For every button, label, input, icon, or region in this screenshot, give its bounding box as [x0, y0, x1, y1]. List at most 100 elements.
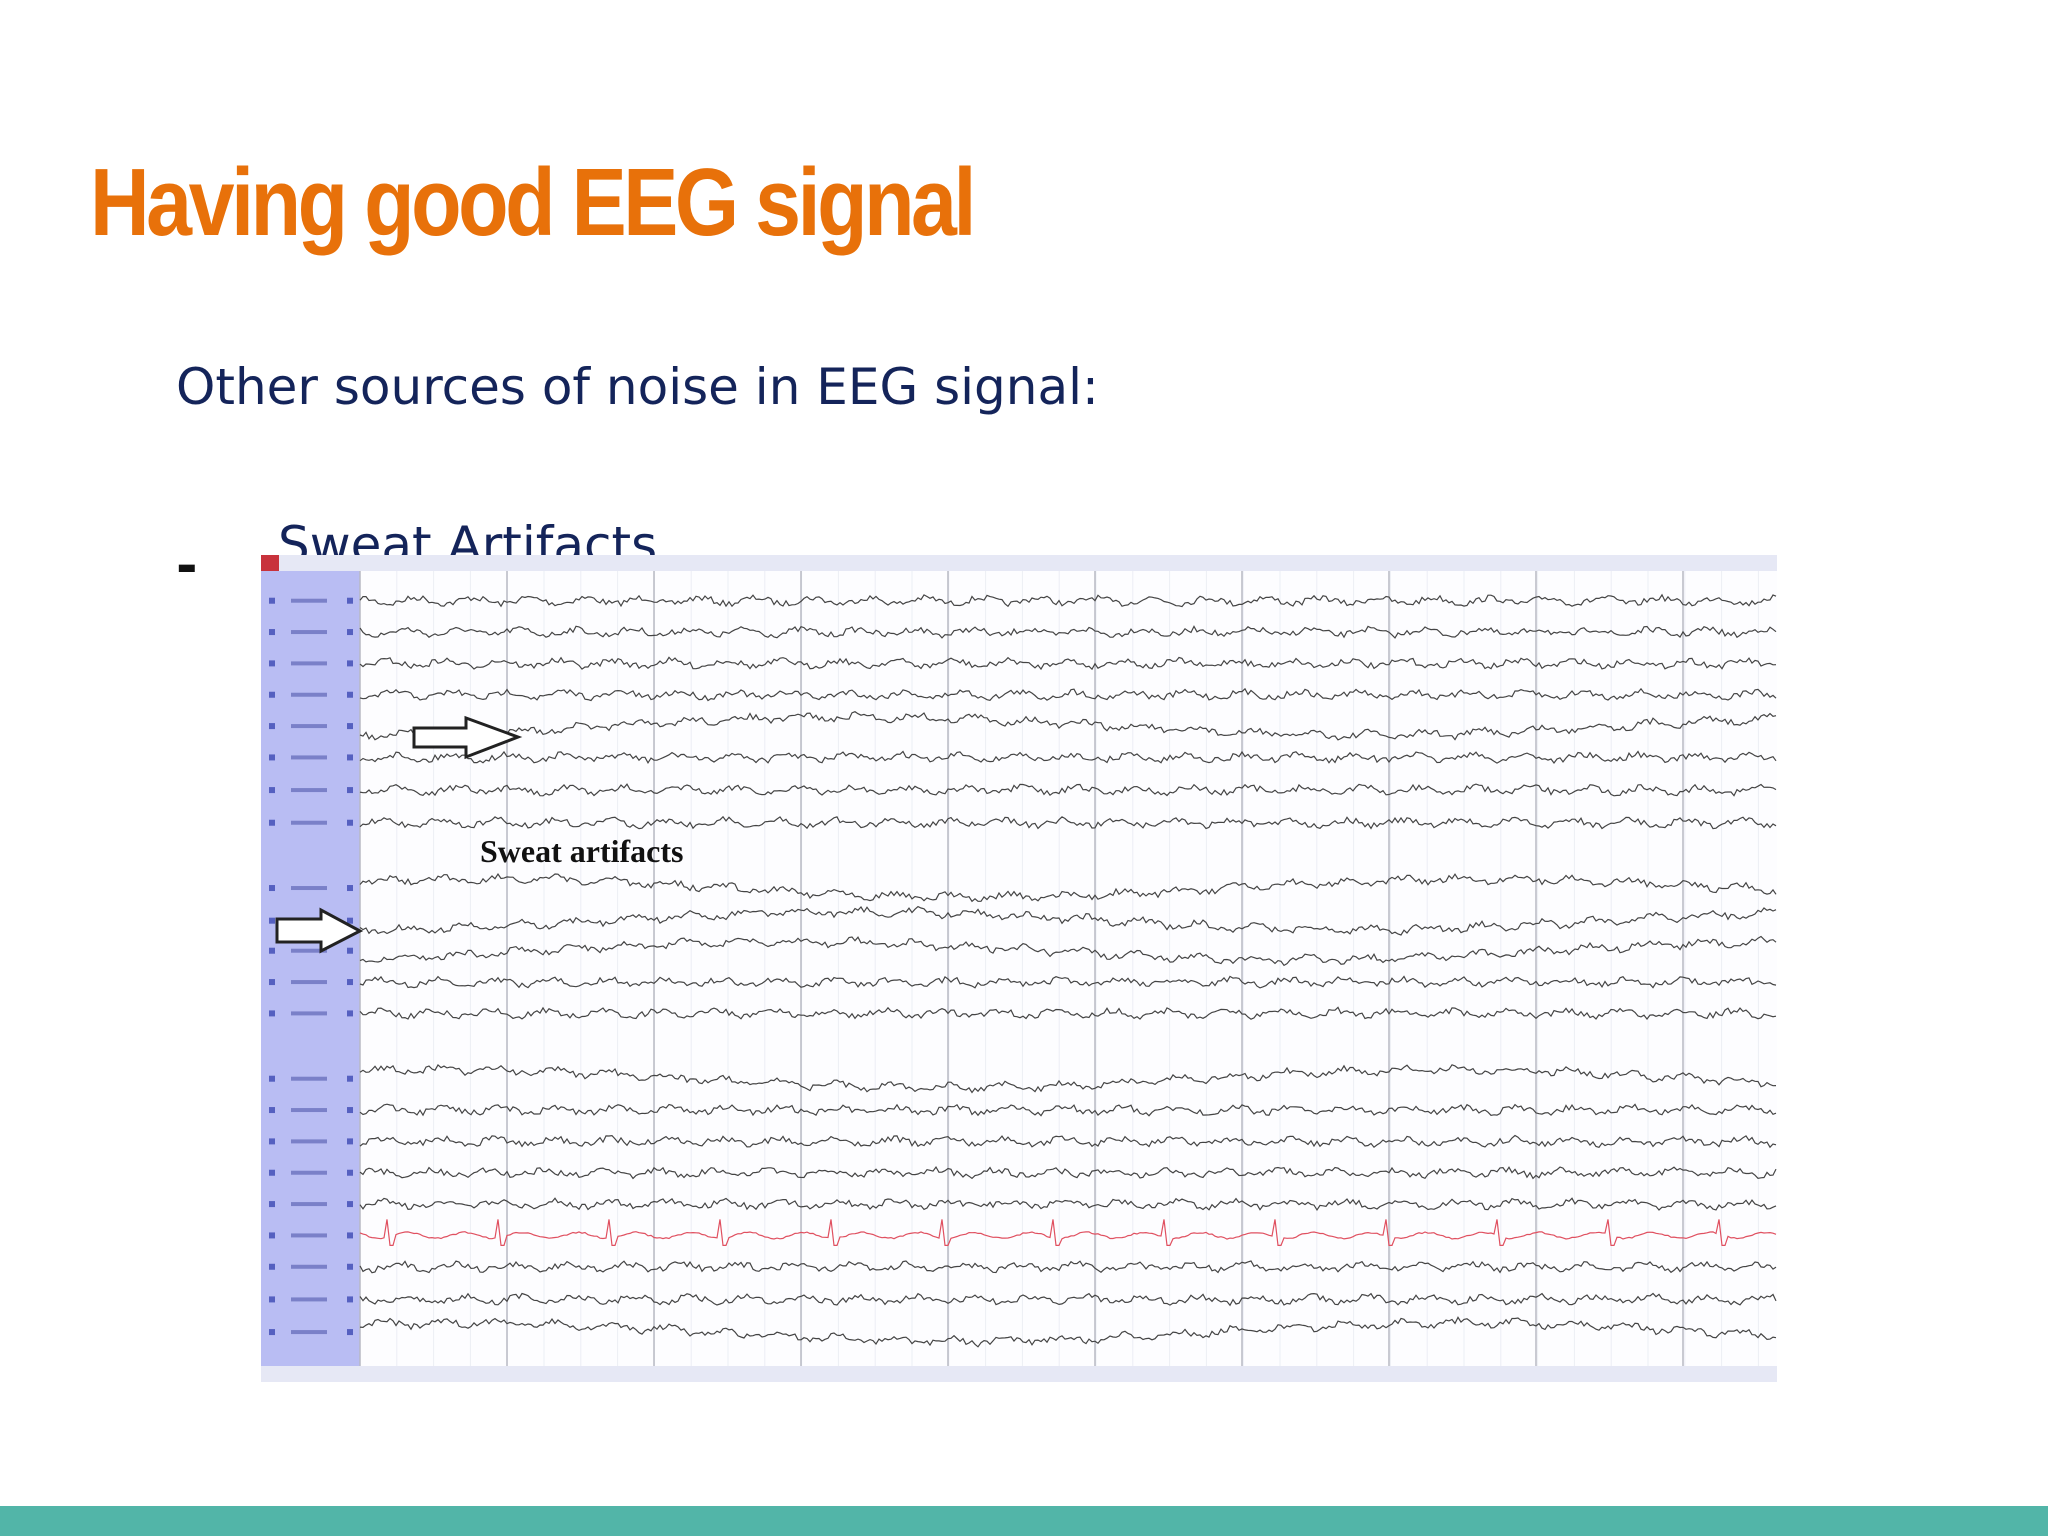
channel-label: [291, 1170, 327, 1175]
channel-marker: [347, 1201, 353, 1208]
channel-marker: [269, 917, 275, 924]
grid: [359, 571, 1759, 1366]
channel-marker: [347, 1169, 353, 1176]
channel-marker: [269, 1010, 275, 1017]
channel-marker: [347, 1075, 353, 1082]
channel-marker: [269, 1329, 275, 1336]
status-bar: [261, 1366, 1777, 1382]
channel-label: [291, 755, 327, 760]
ecg-trace: [359, 1219, 1777, 1246]
channel-marker: [347, 754, 353, 761]
channel-marker: [269, 1232, 275, 1239]
channel-marker: [269, 819, 275, 826]
channel-marker: [269, 723, 275, 730]
channel-marker: [269, 660, 275, 667]
channel-label: [291, 661, 327, 666]
eeg-trace: [359, 1292, 1777, 1307]
channel-label: [291, 598, 327, 603]
eeg-trace: [359, 935, 1777, 967]
channel-marker: [269, 947, 275, 954]
channel-label: [291, 1233, 327, 1238]
channel-marker: [347, 1107, 353, 1114]
channel-label: [291, 980, 327, 985]
eeg-trace: [359, 1260, 1777, 1274]
channel-marker: [347, 917, 353, 924]
footer-band: [0, 1506, 2048, 1536]
channel-marker: [347, 1296, 353, 1303]
eeg-trace: [359, 905, 1777, 936]
intro-text: Other sources of noise in EEG signal:: [176, 358, 1099, 416]
eeg-trace: [359, 873, 1777, 903]
channel-panel: [261, 555, 360, 1382]
channel-marker: [269, 787, 275, 794]
eeg-trace: [359, 1103, 1777, 1117]
eeg-figure: Sweat artifacts: [261, 555, 1777, 1382]
eeg-trace: [359, 687, 1777, 702]
eeg-trace: [359, 1134, 1777, 1149]
channel-label: [291, 692, 327, 697]
slide-title: Having good EEG signal: [90, 149, 976, 256]
channel-marker: [347, 723, 353, 730]
eeg-trace: [359, 1197, 1777, 1212]
bullet-marker: -: [176, 536, 198, 596]
arrow: [275, 907, 364, 954]
channel-marker: [269, 1138, 275, 1145]
channel-marker: [347, 1138, 353, 1145]
channel-marker: [269, 1169, 275, 1176]
eeg-trace: [359, 1166, 1777, 1180]
channel-label: [291, 630, 327, 635]
figure-background: [261, 555, 1777, 1382]
channel-marker: [347, 979, 353, 986]
channel-label: [291, 1011, 327, 1016]
eeg-trace: [359, 625, 1777, 639]
channel-label: [291, 1264, 327, 1269]
channel-marker: [269, 885, 275, 892]
eeg-trace: [359, 1316, 1777, 1348]
channel-marker: [347, 1329, 353, 1336]
eeg-trace: [359, 656, 1777, 671]
eeg-trace: [359, 1006, 1777, 1020]
toolbar: [261, 555, 1777, 571]
eeg-trace: [359, 783, 1777, 797]
channel-marker: [347, 597, 353, 604]
eeg-trace: [359, 750, 1777, 764]
channel-label: [291, 1108, 327, 1113]
channel-marker: [347, 1232, 353, 1239]
channel-marker: [269, 1075, 275, 1082]
channel-label: [291, 1202, 327, 1207]
channel-label: [291, 886, 327, 891]
traces: [269, 593, 1777, 1348]
channel-marker: [347, 1010, 353, 1017]
channel-marker: [347, 885, 353, 892]
channel-marker: [347, 819, 353, 826]
eeg-trace: [359, 593, 1777, 608]
eeg-trace: [359, 975, 1777, 989]
arrow: [412, 715, 523, 760]
channel-marker: [269, 1263, 275, 1270]
eeg-trace: [359, 1063, 1777, 1094]
channel-marker: [347, 787, 353, 794]
channel-label: [291, 1139, 327, 1144]
channel-label: [291, 1297, 327, 1302]
channel-marker: [347, 947, 353, 954]
eeg-trace: [359, 815, 1777, 830]
channel-label: [291, 1076, 327, 1081]
channel-marker: [269, 1107, 275, 1114]
channel-label: [291, 788, 327, 793]
channel-marker: [269, 979, 275, 986]
channel-marker: [269, 1201, 275, 1208]
eeg-trace: [359, 711, 1777, 741]
channel-marker: [269, 754, 275, 761]
channel-marker: [347, 1263, 353, 1270]
channel-label: [291, 820, 327, 825]
toolbar-icon: [261, 555, 279, 571]
channel-marker: [269, 597, 275, 604]
channel-marker: [347, 691, 353, 698]
channel-marker: [269, 691, 275, 698]
channel-marker: [347, 629, 353, 636]
channel-label: [291, 1330, 327, 1335]
channel-label: [291, 948, 327, 953]
channel-label: [291, 724, 327, 729]
channel-marker: [269, 1296, 275, 1303]
